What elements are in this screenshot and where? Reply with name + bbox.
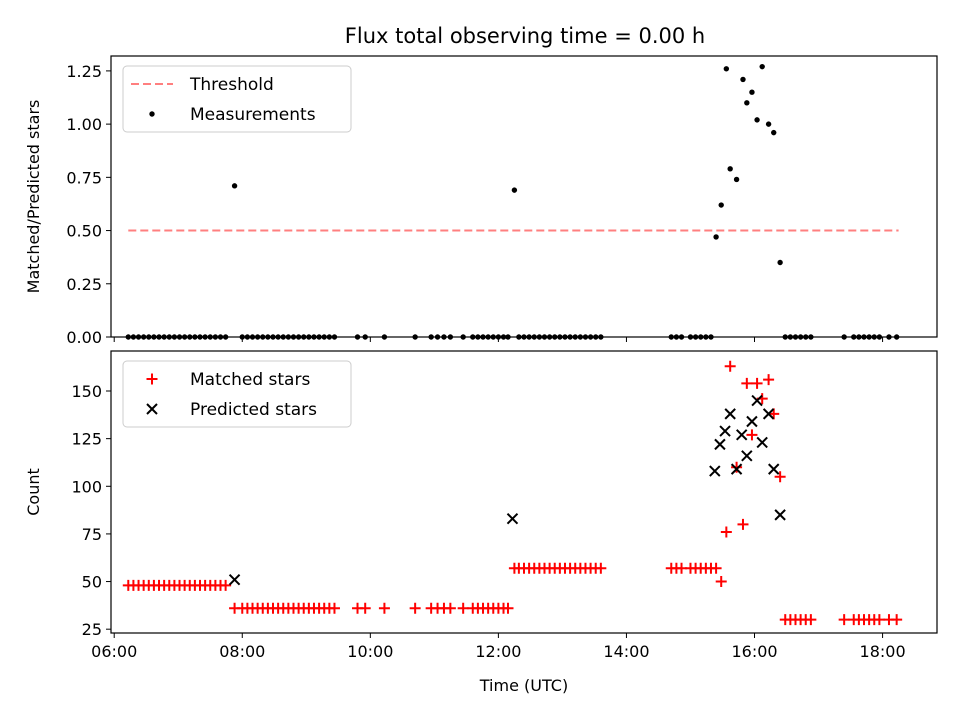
matched-star-point	[746, 429, 758, 441]
measurement-point	[749, 89, 755, 95]
y-tick-label: 75	[82, 525, 102, 544]
x-axis-label: Time (UTC)	[479, 676, 568, 695]
axes-frame	[110, 350, 938, 634]
y-tick-label: 125	[71, 430, 102, 449]
x-tick-label: 06:00	[91, 642, 137, 661]
predicted-star-point	[724, 408, 736, 420]
legend-label: Matched stars	[190, 370, 310, 390]
y-tick-label: 50	[82, 573, 102, 592]
measurement-point	[744, 100, 750, 106]
y-tick-label: 100	[71, 477, 102, 496]
y-tick-label: 0.50	[66, 222, 102, 241]
matched-star-point	[359, 602, 371, 614]
matched-star-point	[741, 377, 753, 389]
measurement-point	[765, 121, 772, 127]
matched-star-point	[720, 526, 732, 538]
matched-star-point	[710, 562, 722, 574]
matched-star-point	[751, 377, 763, 389]
predicted-star-point	[746, 415, 758, 428]
matched-star-point	[502, 602, 514, 614]
measurement-point	[777, 259, 783, 266]
x-tick-label: 08:00	[219, 642, 265, 661]
count-panel: 25 50 75 100 125 150 06:00 08:00 10:00 12:00 14:00…	[24, 350, 938, 695]
x-tick-label: 18:00	[860, 642, 906, 661]
measurement-point	[713, 234, 719, 240]
x-tick-label: 10:00	[347, 642, 393, 661]
measurement-point	[759, 63, 765, 70]
predicted-star-point	[714, 438, 726, 451]
measurement-point	[511, 187, 518, 193]
measurement-point	[727, 166, 733, 172]
chart-title: Flux total observing time = 0.00 h	[345, 24, 705, 48]
matched-star-point	[715, 576, 727, 588]
measurement-point	[231, 183, 238, 189]
matched-star-point	[457, 602, 469, 614]
series-predicted-stars	[228, 394, 786, 586]
predicted-star-point	[709, 465, 721, 477]
predicted-star-point	[768, 463, 780, 475]
y-axis-label: Matched/Predicted stars	[24, 100, 43, 294]
predicted-star-point	[774, 509, 786, 521]
y-tick-label: 0.75	[66, 168, 102, 187]
legend-label: Predicted stars	[190, 400, 317, 420]
axes-frame	[110, 55, 938, 338]
legend-box	[122, 360, 352, 428]
measurement-point	[718, 202, 724, 208]
matched-star-point	[873, 614, 885, 626]
measurement-point	[723, 66, 730, 72]
matched-star-point	[774, 471, 786, 483]
matched-star-point	[595, 562, 607, 574]
y-tick-label: 1.00	[66, 115, 102, 134]
ratio-panel: 0.00 0.25 0.50 0.75 1.00 1.25 Matched/Predicte…	[24, 55, 938, 347]
x-tick-label: 14:00	[603, 642, 649, 661]
matched-star-point	[220, 579, 232, 591]
y-tick-label: 150	[71, 382, 102, 401]
matched-star-point	[768, 408, 780, 420]
matched-star-point	[737, 518, 749, 530]
matched-star-point	[724, 360, 736, 372]
measurement-point	[733, 176, 740, 183]
matched-star-point	[378, 602, 390, 614]
x-tick-label: 16:00	[731, 642, 777, 661]
predicted-star-point	[228, 573, 241, 586]
matched-star-point	[731, 461, 743, 473]
y-tick-label: 0.25	[66, 275, 102, 294]
measurement-point	[740, 76, 746, 83]
predicted-star-point	[762, 408, 775, 420]
x-tick-label: 12:00	[475, 642, 521, 661]
predicted-star-point	[756, 436, 768, 449]
series-matched-stars	[122, 360, 903, 626]
legend-matched-swatch	[146, 373, 158, 385]
predicted-star-point	[735, 429, 748, 441]
legend-label: Threshold	[189, 75, 274, 95]
y-tick-label: 0.00	[66, 328, 102, 347]
legend-box	[122, 65, 352, 133]
predicted-star-point	[719, 425, 731, 437]
predicted-star-point	[741, 450, 753, 462]
y-axis-label: Count	[24, 468, 43, 516]
matched-star-point	[328, 602, 340, 614]
matched-star-point	[444, 602, 456, 614]
predicted-star-point	[506, 512, 519, 525]
predicted-star-point	[730, 463, 743, 475]
matched-star-point	[409, 602, 421, 614]
legend-measurement-swatch	[149, 111, 155, 117]
y-tick-label: 1.25	[66, 62, 102, 81]
y-tick-label: 25	[82, 620, 102, 639]
legend: Threshold Measurements	[122, 65, 352, 133]
matched-star-point	[891, 614, 903, 626]
measurement-point	[771, 129, 777, 136]
matched-star-point	[838, 614, 850, 626]
legend: Matched stars Predicted stars	[122, 360, 352, 428]
predicted-star-point	[751, 394, 763, 407]
measurement-point	[754, 117, 760, 123]
matched-star-point	[805, 614, 817, 626]
legend-predicted-swatch	[146, 403, 158, 415]
legend-label: Measurements	[190, 105, 316, 125]
matched-star-point	[763, 374, 775, 386]
